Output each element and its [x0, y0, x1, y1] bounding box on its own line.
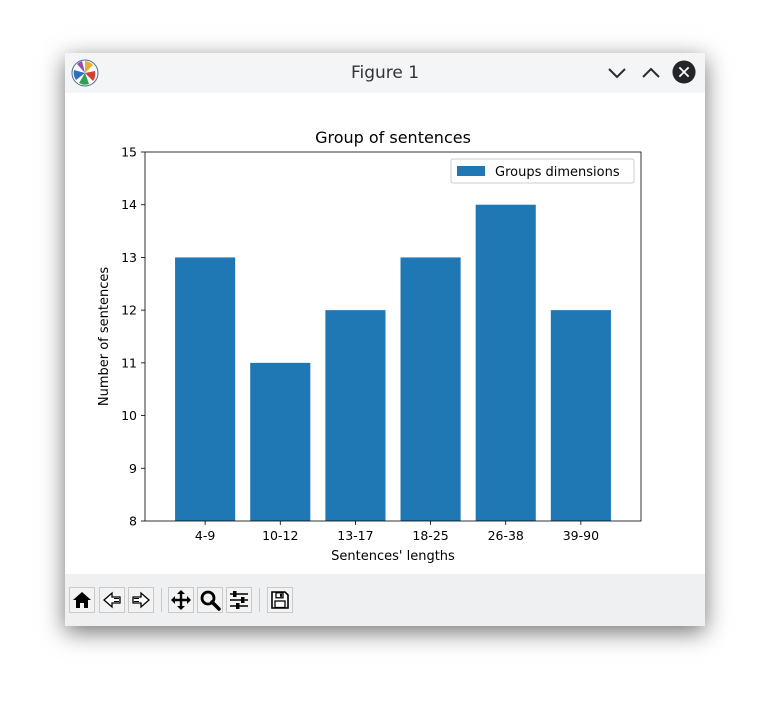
chevron-up-icon[interactable] [639, 61, 663, 85]
y-tick-label: 10 [121, 408, 137, 423]
floppy-disk-icon [271, 591, 289, 609]
chart-title: Group of sentences [315, 128, 471, 147]
arrow-left-icon [103, 591, 121, 609]
configure-subplots-button[interactable] [226, 587, 252, 613]
figure-window: Figure 1 4-9 10-12 13-17 18-25 26-38 39-90 8 9 1… [65, 53, 705, 626]
toolbar-separator [259, 588, 260, 612]
back-button[interactable] [99, 587, 125, 613]
bar-18-25 [400, 257, 461, 521]
x-tick-label: 18-25 [412, 528, 448, 543]
y-tick-label: 13 [121, 250, 137, 265]
home-button[interactable] [69, 587, 95, 613]
legend-swatch [457, 166, 485, 176]
move-icon [171, 590, 191, 610]
x-tick-label: 39-90 [563, 528, 599, 543]
y-axis-label: Number of sentences [97, 267, 112, 407]
x-tick-label: 13-17 [337, 528, 373, 543]
close-icon[interactable] [672, 60, 696, 84]
window-title: Figure 1 [350, 63, 420, 83]
matplotlib-logo-icon [71, 59, 99, 87]
y-tick-label: 9 [129, 461, 137, 476]
legend-label: Groups dimensions [495, 165, 620, 180]
y-tick-label: 8 [129, 514, 137, 529]
bar-26-38 [475, 204, 536, 521]
arrow-right-icon [132, 591, 150, 609]
forward-button[interactable] [128, 587, 154, 613]
x-tick-label: 10-12 [262, 528, 298, 543]
bar-4-9 [175, 257, 236, 521]
zoom-button[interactable] [197, 587, 223, 613]
figure-canvas[interactable]: 4-9 10-12 13-17 18-25 26-38 39-90 8 9 10 11 12 13 14… [65, 93, 705, 574]
home-icon [73, 592, 91, 608]
x-axis-label: Sentences' lengths [331, 549, 455, 564]
legend-box [450, 158, 635, 184]
axes-frame [144, 151, 642, 522]
y-tick-label: 15 [121, 145, 137, 160]
navigation-toolbar [65, 574, 705, 626]
x-tick-label: 4-9 [195, 528, 215, 543]
chevron-down-icon[interactable] [605, 61, 629, 85]
toolbar-separator [161, 588, 162, 612]
bar-39-90 [550, 310, 611, 521]
bar-10-12 [250, 362, 311, 521]
y-tick-label: 11 [121, 355, 137, 370]
sliders-icon [230, 591, 248, 609]
bar-13-17 [325, 310, 386, 521]
pan-button[interactable] [168, 587, 194, 613]
x-tick-label: 26-38 [488, 528, 524, 543]
y-tick-label: 14 [121, 197, 137, 212]
bar-chart: 4-9 10-12 13-17 18-25 26-38 39-90 8 9 10 11 12 13 14… [97, 128, 642, 564]
save-button[interactable] [267, 587, 293, 613]
y-tick-label: 12 [121, 303, 137, 318]
title-bar[interactable]: Figure 1 [65, 53, 705, 93]
magnifier-icon [200, 590, 221, 611]
